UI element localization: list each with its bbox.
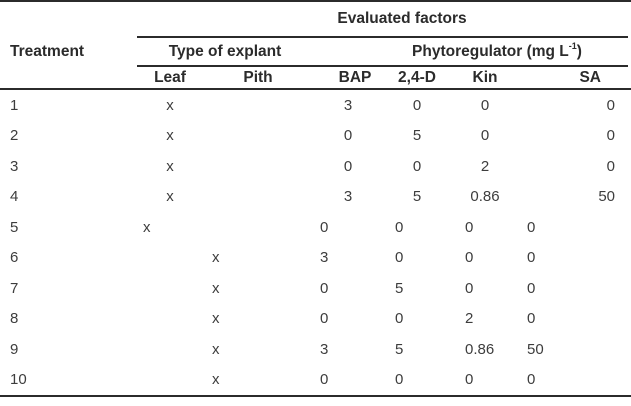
phytoregulator-close-paren: ) <box>576 43 582 61</box>
cell-treatment: 5 <box>10 218 19 236</box>
cell-d24: 0 <box>395 249 404 267</box>
cell-leaf: x <box>143 218 151 236</box>
evaluated-factors-header: Evaluated factors <box>337 10 467 27</box>
cell-bap: 3 <box>343 96 353 114</box>
cell-bap: 3 <box>320 249 329 267</box>
cell-d24: 0 <box>395 310 404 328</box>
column-header-bap: BAP <box>338 68 372 86</box>
cell-d24: 5 <box>412 127 422 145</box>
table-subheader-row: Leaf Pith BAP 2,4-D Kin SA <box>0 67 631 88</box>
cell-pith: x <box>212 310 220 328</box>
cell-pith: x <box>212 340 220 358</box>
cell-sa: 0 <box>606 157 615 175</box>
header-rule-under-group-headers <box>137 65 628 67</box>
phytoregulator-label: Phytoregulator (mg L <box>412 43 569 61</box>
cell-d24: 0 <box>412 157 422 175</box>
cell-kin: 0.86 <box>465 340 495 358</box>
table-row: 6 x 3 0 0 0 <box>0 243 631 274</box>
header-rule-under-evaluated-factors <box>137 36 628 38</box>
cell-sa: 50 <box>598 188 615 206</box>
table-header-row-1: Evaluated factors <box>0 2 631 36</box>
cell-bap: 0 <box>320 218 329 236</box>
cell-sa: 0 <box>606 127 615 145</box>
table-row: 2 x 0 5 0 0 <box>0 121 631 152</box>
phytoregulator-group-header: Phytoregulator (mg L-1) <box>313 40 631 61</box>
cell-pith: x <box>212 371 220 389</box>
cell-kin: 0 <box>465 279 474 297</box>
cell-sa: 0 <box>527 279 536 297</box>
cell-bap: 0 <box>320 310 329 328</box>
column-header-kin: Kin <box>472 68 498 86</box>
type-of-explant-group-header: Type of explant <box>168 42 282 60</box>
cell-treatment: 2 <box>10 127 19 145</box>
cell-d24: 0 <box>412 96 422 114</box>
cell-sa: 0 <box>527 218 536 236</box>
cell-bap: 0 <box>320 279 329 297</box>
table-row: 7 x 0 5 0 0 <box>0 273 631 304</box>
cell-pith: x <box>212 249 220 267</box>
cell-kin: 2 <box>480 157 490 175</box>
table-bottom-border <box>0 395 631 397</box>
cell-d24: 5 <box>412 188 422 206</box>
table-row: 10 x 0 0 0 0 <box>0 365 631 396</box>
phytoregulator-superscript: -1 <box>568 40 577 51</box>
cell-d24: 0 <box>395 371 404 389</box>
cell-leaf: x <box>166 96 174 114</box>
cell-sa: 0 <box>527 371 536 389</box>
cell-bap: 3 <box>320 340 329 358</box>
cell-d24: 0 <box>395 218 404 236</box>
header-body-divider <box>0 88 631 90</box>
cell-sa: 0 <box>527 310 536 328</box>
column-header-pith: Pith <box>243 68 273 86</box>
cell-kin: 0 <box>480 127 490 145</box>
cell-treatment: 1 <box>10 96 19 114</box>
table-row: 4 x 3 5 0.86 50 <box>0 182 631 213</box>
table-row: 1 x 3 0 0 0 <box>0 90 631 121</box>
cell-treatment: 7 <box>10 279 19 297</box>
table-top-border <box>0 0 631 2</box>
cell-d24: 5 <box>395 340 404 358</box>
table-body: 1 x 3 0 0 0 2 x 0 5 0 0 3 x 0 0 2 0 4 x 3 5 0.86 50 5 x 0 0 0 0 6 x 3 0 0 0… <box>0 90 631 395</box>
cell-leaf: x <box>166 127 174 145</box>
cell-bap: 0 <box>320 371 329 389</box>
table-row: 3 x 0 0 2 0 <box>0 151 631 182</box>
cell-treatment: 8 <box>10 310 19 328</box>
cell-leaf: x <box>166 188 174 206</box>
cell-kin: 0.86 <box>470 188 500 206</box>
cell-sa: 50 <box>527 340 544 358</box>
table-row: 8 x 0 0 2 0 <box>0 304 631 335</box>
cell-kin: 0 <box>480 96 490 114</box>
column-header-2-4-d: 2,4-D <box>398 68 436 86</box>
cell-pith: x <box>212 279 220 297</box>
cell-treatment: 4 <box>10 188 19 206</box>
cell-treatment: 6 <box>10 249 19 267</box>
cell-d24: 5 <box>395 279 404 297</box>
cell-treatment: 10 <box>10 371 27 389</box>
cell-leaf: x <box>166 157 174 175</box>
table-row: 9 x 3 5 0.86 50 <box>0 334 631 365</box>
cell-bap: 0 <box>343 127 353 145</box>
table-row: 5 x 0 0 0 0 <box>0 212 631 243</box>
cell-bap: 0 <box>343 157 353 175</box>
cell-sa: 0 <box>527 249 536 267</box>
table-header-row-2: Treatment Type of explant Phytoregulator… <box>0 38 631 65</box>
cell-treatment: 3 <box>10 157 19 175</box>
cell-kin: 2 <box>465 310 474 328</box>
treatment-column-header: Treatment <box>10 42 85 60</box>
cell-kin: 0 <box>465 249 474 267</box>
treatments-table: Evaluated factors Treatment Type of expl… <box>0 0 631 397</box>
column-header-leaf: Leaf <box>154 68 186 86</box>
cell-bap: 3 <box>343 188 353 206</box>
cell-kin: 0 <box>465 371 474 389</box>
cell-sa: 0 <box>606 96 615 114</box>
cell-treatment: 9 <box>10 340 19 358</box>
cell-kin: 0 <box>465 218 474 236</box>
column-header-sa: SA <box>579 68 601 86</box>
